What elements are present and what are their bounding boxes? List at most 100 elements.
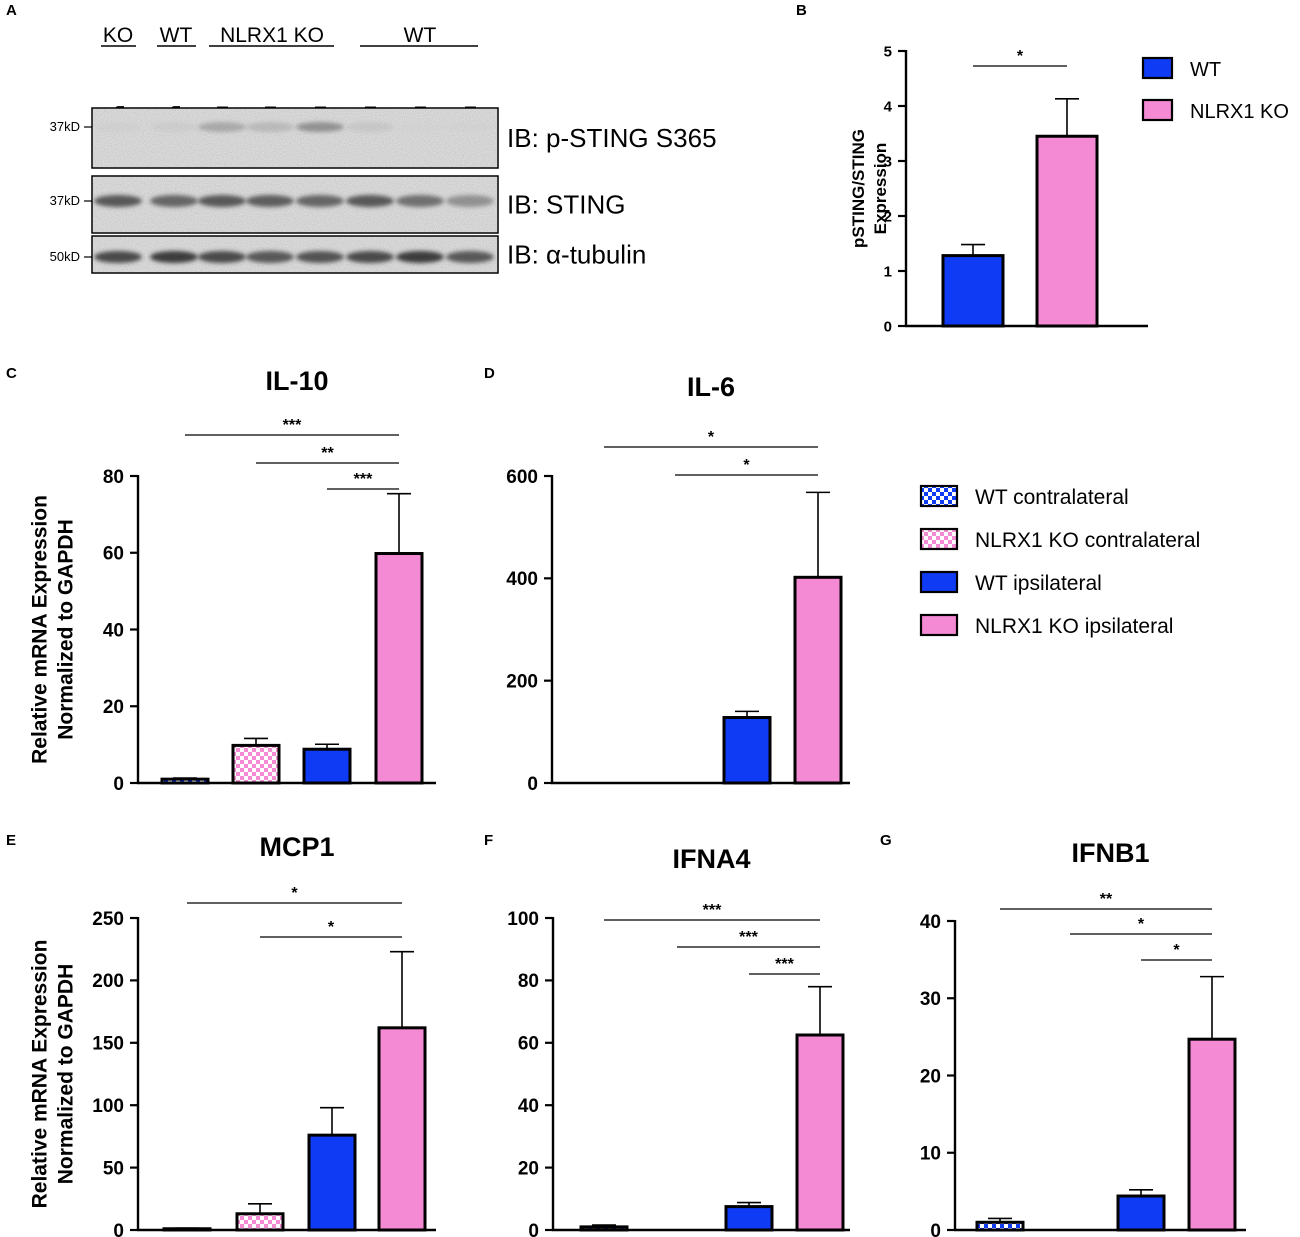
- bar: [160, 777, 210, 785]
- legend-label: NLRX1 KO: [1190, 101, 1289, 123]
- chart-title: MCP1: [259, 832, 334, 862]
- panel-label-g: G: [880, 832, 892, 849]
- y-axis-label: pSTING/STING: [849, 129, 868, 248]
- legend-label: NLRX1 KO contralateral: [975, 529, 1200, 552]
- legend-label: WT ipsilateral: [975, 572, 1102, 595]
- y-tick-label: 60: [518, 1034, 539, 1055]
- bar: [793, 575, 843, 785]
- y-tick-label: 150: [92, 1034, 124, 1055]
- panel-label-a: A: [6, 2, 17, 19]
- significance-marker: *: [328, 919, 335, 936]
- y-tick-label: 30: [920, 989, 941, 1010]
- legend-label: NLRX1 KO ipsilateral: [975, 615, 1173, 638]
- bar: [795, 1033, 845, 1232]
- blot-row: 37kD IB: p-STING S365: [50, 107, 717, 169]
- legend-swatch: [1141, 98, 1174, 122]
- panel-label-d: D: [484, 365, 495, 382]
- significance-marker: ***: [283, 417, 302, 434]
- y-tick-label: 1: [884, 263, 892, 280]
- blot-band: [396, 251, 444, 263]
- legend-panel-b: WT NLRX1 KO: [1141, 56, 1289, 123]
- y-tick-label: 100: [92, 1096, 124, 1117]
- y-tick-label: 0: [527, 774, 538, 795]
- bar: [724, 1205, 774, 1232]
- blot-band: [246, 122, 294, 132]
- blot-band: [346, 251, 394, 263]
- bar: [579, 1225, 629, 1232]
- significance-marker: **: [1100, 891, 1113, 908]
- significance-marker: *: [708, 429, 715, 446]
- bar: [1035, 134, 1099, 328]
- y-axis-label: Relative mRNA Expression: [28, 940, 51, 1209]
- blot-texture: [93, 109, 497, 167]
- blot-band: [246, 195, 294, 207]
- y-tick-label: 0: [930, 1221, 941, 1237]
- blot-group-label: WT: [160, 24, 193, 47]
- y-tick-label: 20: [920, 1066, 941, 1087]
- blot-band: [94, 251, 142, 263]
- y-tick-label: 600: [506, 467, 538, 488]
- y-axis-label: Normalized to GAPDH: [54, 964, 77, 1185]
- blot-row-label: IB: α-tubulin: [507, 240, 646, 270]
- significance-marker: *: [1173, 942, 1180, 959]
- chart-il6: IL-6 0 200 400 600 * *: [506, 372, 850, 795]
- legend-label: WT contralateral: [975, 486, 1129, 509]
- significance-marker: ***: [354, 471, 373, 488]
- marker-label: 37kD: [50, 193, 80, 208]
- y-tick-label: 400: [506, 569, 538, 590]
- significance-marker: *: [1138, 916, 1145, 933]
- blot-band: [296, 251, 344, 263]
- blot-band: [346, 195, 394, 207]
- y-tick-label: 3: [884, 153, 892, 170]
- chart-mcp1: MCP1 0 50 100 150 200 250 Relative mRNA Express…: [28, 832, 436, 1237]
- blot-band: [446, 195, 494, 207]
- bar: [307, 1133, 357, 1232]
- y-tick-label: 200: [92, 971, 124, 992]
- significance-marker: ***: [739, 929, 758, 946]
- blot-band: [150, 251, 198, 263]
- y-tick-label: 4: [884, 98, 893, 115]
- blot-band: [396, 195, 444, 207]
- y-tick-label: 40: [103, 620, 124, 641]
- y-tick-label: 40: [920, 912, 941, 933]
- significance-marker: *: [743, 457, 750, 474]
- y-tick-label: 0: [884, 318, 892, 335]
- chart-pSTING-STING: 0 1 2 3 4 5 pSTING/STING Expression *: [849, 43, 1148, 335]
- bar: [377, 1026, 427, 1232]
- bar: [1187, 1037, 1237, 1232]
- y-tick-label: 20: [518, 1158, 539, 1179]
- blot-group-label: NLRX1 KO: [220, 24, 324, 47]
- chart-title: IFNB1: [1071, 838, 1149, 868]
- significance-marker: *: [1017, 48, 1024, 65]
- blot-band: [198, 251, 246, 263]
- chart-title: IL-10: [265, 366, 328, 396]
- blot-row-label: IB: STING: [507, 190, 625, 220]
- chart-ifna4: IFNA4 0 20 40 60 80 100 *** *** ***: [507, 844, 850, 1237]
- blot-group-label: KO: [103, 24, 133, 47]
- y-tick-label: 40: [518, 1096, 539, 1117]
- y-tick-label: 60: [103, 544, 124, 565]
- significance-marker: ***: [775, 956, 794, 973]
- blot-band: [198, 195, 246, 207]
- legend-label: WT: [1190, 59, 1221, 81]
- bar: [1116, 1194, 1166, 1232]
- blot-band: [246, 251, 294, 263]
- y-tick-label: 20: [103, 697, 124, 718]
- blot-band: [94, 122, 142, 132]
- bar: [975, 1220, 1025, 1232]
- blot-band: [396, 122, 444, 132]
- y-tick-label: 0: [113, 774, 124, 795]
- chart-title: IFNA4: [672, 844, 750, 874]
- y-tick-label: 80: [518, 971, 539, 992]
- blot-band: [150, 122, 198, 132]
- legend-groups: WT contralateral NLRX1 KO contralateral WT…: [919, 484, 1200, 638]
- blot-band: [296, 195, 344, 207]
- blot-band: [198, 122, 246, 132]
- blot-group-label: WT: [404, 24, 437, 47]
- bar: [941, 254, 1005, 328]
- panel-label-e: E: [6, 832, 16, 849]
- blot-row: 50kD IB: α-tubulin: [50, 235, 646, 274]
- y-tick-label: 100: [507, 909, 539, 930]
- y-tick-label: 0: [528, 1221, 539, 1237]
